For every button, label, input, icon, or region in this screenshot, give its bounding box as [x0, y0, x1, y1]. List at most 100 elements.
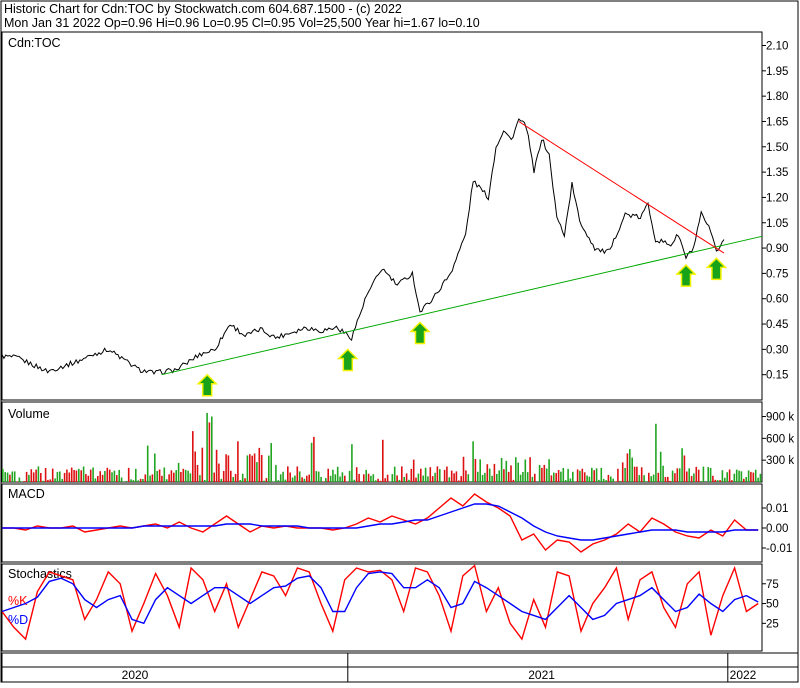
volume-bar: [610, 477, 612, 483]
volume-bar: [61, 479, 63, 482]
volume-bar: [54, 478, 56, 482]
volume-bar: [242, 474, 244, 482]
buy-signal-arrow: [411, 322, 429, 343]
volume-bar: [382, 440, 384, 482]
volume-bar: [563, 468, 565, 482]
volume-bar: [365, 470, 367, 482]
volume-bar: [472, 441, 474, 482]
volume-bar: [608, 475, 610, 482]
volume-bar: [251, 456, 253, 482]
volume-bar: [539, 465, 541, 482]
volume-bar: [384, 478, 386, 482]
chart-header-line-2: Mon Jan 31 2022 Op=0.96 Hi=0.96 Lo=0.95 …: [4, 16, 480, 30]
volume-bar: [21, 481, 23, 482]
volume-bar: [527, 472, 529, 482]
price-tick-label: 1.05: [766, 218, 788, 230]
volume-bar: [631, 458, 633, 482]
volume-bar: [64, 473, 66, 482]
stoch-k-line: [2, 566, 758, 640]
macd-axis-ticks: 0.010.00-0.01: [762, 503, 792, 555]
volume-bar: [47, 480, 49, 482]
volume-bar: [430, 467, 432, 482]
macd-panel-title: MACD: [8, 487, 45, 501]
stochastics-tick-label: 75: [766, 579, 779, 591]
volume-bar: [166, 479, 168, 482]
volume-bar: [197, 465, 199, 482]
volume-bar: [753, 473, 755, 482]
volume-bar: [636, 467, 638, 482]
volume-bar: [190, 473, 192, 482]
volume-bar: [259, 448, 261, 482]
volume-bar: [724, 478, 726, 482]
volume-bar: [593, 470, 595, 482]
macd-tick-label: -0.01: [766, 543, 792, 555]
volume-bar: [90, 470, 92, 482]
volume-bar: [650, 476, 652, 482]
resistance-trendline: [519, 122, 724, 254]
price-tick-label: 0.45: [766, 319, 788, 331]
volume-bar: [741, 471, 743, 482]
macd-line: [2, 494, 758, 552]
support-trendline: [162, 236, 762, 374]
macd-series-group: [2, 494, 758, 552]
volume-bar: [677, 468, 679, 482]
volume-bar: [280, 474, 282, 482]
volume-bar: [446, 467, 448, 483]
buy-signal-arrow: [677, 265, 695, 286]
volume-bar: [622, 462, 624, 482]
volume-bar: [515, 457, 517, 482]
volume-bar: [202, 448, 204, 482]
volume-bar: [26, 472, 28, 482]
volume-bar: [221, 479, 223, 482]
price-tick-label: 1.35: [766, 167, 788, 179]
volume-bar: [591, 468, 593, 482]
volume-bar: [7, 473, 9, 482]
price-line: [2, 119, 724, 374]
price-series-group: [2, 119, 762, 375]
volume-bar: [620, 481, 622, 482]
buy-signal-arrow: [707, 258, 725, 279]
volume-bar: [427, 476, 429, 482]
price-tick-label: 1.50: [766, 142, 788, 154]
volume-bar: [73, 470, 75, 482]
volume-bar: [686, 472, 688, 483]
volume-bar: [204, 480, 206, 482]
volume-bar: [78, 469, 80, 482]
volume-bar: [244, 478, 246, 482]
volume-bar: [696, 467, 698, 482]
price-panel-frame: [2, 32, 762, 400]
price-tick-label: 0.75: [766, 268, 788, 280]
volume-bar: [688, 468, 690, 482]
volume-tick-label: 600 k: [766, 433, 794, 445]
volume-bar: [180, 472, 182, 482]
volume-bar: [130, 479, 132, 482]
volume-bar: [380, 481, 382, 482]
volume-bar: [525, 460, 527, 483]
volume-bar: [111, 472, 113, 482]
volume-bar: [532, 477, 534, 482]
volume-bar: [140, 479, 142, 482]
volume-bar: [396, 475, 398, 482]
volume-bar: [332, 470, 334, 482]
volume-bar: [627, 453, 629, 482]
volume-bar: [584, 472, 586, 482]
volume-bar: [567, 469, 569, 482]
stochastics-series-group: [2, 566, 758, 640]
volume-bar: [693, 474, 695, 483]
volume-bar: [617, 469, 619, 482]
volume-bar: [356, 467, 358, 482]
volume-bar: [156, 471, 158, 482]
volume-bar: [703, 467, 705, 482]
volume-bar: [313, 437, 315, 482]
volume-bar: [107, 468, 109, 482]
volume-bar: [335, 474, 337, 482]
volume-bar: [344, 476, 346, 482]
volume-bar: [757, 478, 759, 482]
volume-bar: [152, 474, 154, 482]
volume-bar: [52, 469, 54, 482]
volume-bar: [601, 468, 603, 482]
volume-bar: [717, 480, 719, 482]
volume-bar: [729, 470, 731, 483]
